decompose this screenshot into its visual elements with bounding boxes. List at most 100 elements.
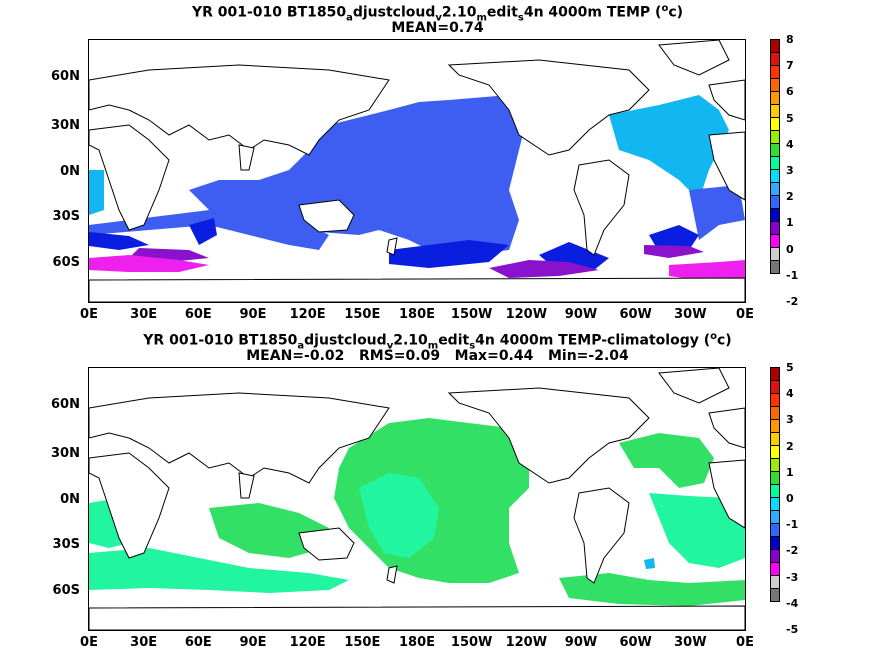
p2-xtick-5: 150E [344,635,381,650]
p1-cbar-label-9: -1 [786,268,799,282]
land-europe-right [708,79,745,121]
field-south-purple-2 [489,260,599,278]
land-nz [386,237,398,256]
field-atlantic-cyan [609,95,729,200]
panel1-subtitle: MEAN=0.74 [391,20,484,36]
land2-north-america [447,387,650,484]
panel1-title: YR 001-010 BT1850adjustcloudv2.10medits4… [191,3,684,24]
field-south-magenta-2 [669,260,745,280]
field-south-purple-3 [644,245,704,258]
land2-eurasia [89,392,390,484]
p2-xtick-9: 90W [564,635,598,650]
land2-antarctica [89,605,745,630]
anom-pacific-mint [359,473,439,558]
p1-cbar-label-6: 2 [786,190,794,204]
landmasses-1 [89,40,745,302]
land-south-america [573,159,630,256]
p1-xtick-2: 60E [184,307,212,322]
p2-xtick-7: 150W [450,635,493,650]
p2-ytick-60s: 60S [52,583,80,598]
field-south-darkblue-5 [649,225,699,252]
land2-nz [386,565,398,584]
land2-australia [298,527,355,561]
p2-xtick-3: 90E [239,635,267,650]
land-australia [298,199,355,233]
land2-greenland [658,368,730,404]
p1-ytick-30s: 30S [52,209,80,224]
anom-south-green-2 [559,573,745,606]
field-south-darkblue-3 [389,240,509,268]
panel2-subtitle: MEAN=-0.02 RMS=0.09 Max=0.44 Min=-2.04 [246,348,629,364]
p1-xtick-12: 0E [736,307,754,322]
field-south-magenta-1 [89,255,209,272]
panel2-title: YR 001-010 BT1850adjustcloudv2.10medits4… [143,331,732,352]
p2-cbar-label-2: 3 [786,413,794,427]
p2-ytick-60n: 60N [51,397,80,412]
field-west-cyan [89,170,104,215]
land2-europe-right [708,407,745,449]
p1-ytick-60n: 60N [51,69,80,84]
p2-xtick-8: 120W [505,635,548,650]
p1-cbar-label-2: 6 [786,85,794,99]
p1-xtick-9: 90W [564,307,598,322]
p1-cbar-label-7: 1 [786,216,794,230]
map-2-svg [89,368,745,630]
p2-cbar-label-1: 4 [786,387,794,401]
field-pacific-blue [189,95,529,255]
map-1-svg [89,40,745,302]
p2-xtick-0: 0E [80,635,98,650]
anom-spot-cyan [644,558,655,569]
p2-cbar-label-9: -4 [786,596,799,610]
anom-atlantic-green [619,433,714,488]
p2-cbar-label-7: -2 [786,544,799,558]
anom-atlantic-mint [649,493,745,568]
landmasses-2 [89,368,745,630]
p1-xtick-5: 150E [344,307,381,322]
field-south-darkblue-2 [189,218,217,245]
p1-xtick-7: 150W [450,307,493,322]
p1-ytick-60s: 60S [52,255,80,270]
p1-cbar-label-3: 5 [786,111,794,125]
p1-ytick-0n: 0N [60,164,80,179]
land-eurasia [89,64,390,156]
p2-cbar-label-5: 0 [786,492,794,505]
p1-xtick-8: 120W [505,307,548,322]
p2-xtick-6: 180E [398,635,436,650]
p2-xtick-1: 30E [130,635,158,650]
field-atlantic-blue [689,185,745,240]
p2-ytick-30s: 30S [52,537,80,552]
p2-xtick-11: 30W [674,635,707,650]
p1-cbar-label-0: 8 [786,33,794,46]
p2-cbar-label-4: 1 [786,465,794,479]
land-greenland [658,40,730,76]
p1-xtick-6: 180E [398,307,436,322]
map-panel-1 [88,39,746,303]
p2-xtick-4: 120E [289,635,326,650]
p2-ytick-0n: 0N [60,492,80,507]
p2-xtick-12: 0E [736,635,754,650]
p2-xtick-2: 60E [184,635,212,650]
p1-xtick-3: 90E [239,307,267,322]
land-india [238,144,255,171]
p1-xtick-10: 60W [619,307,652,322]
land2-south-america [573,487,630,584]
p1-ytick-30n: 30N [51,118,80,133]
p1-xtick-11: 30W [674,307,707,322]
p2-cbar-label-10: -5 [786,623,799,636]
p2-xtick-10: 60W [619,635,652,650]
p2-cbar-label-3: 2 [786,439,794,453]
p2-cbar-label-0: 5 [786,361,794,374]
p2-cbar-label-6: -1 [786,518,799,532]
anom-indian-green [209,503,329,558]
land2-africa-right [708,459,745,529]
p1-cbar-label-5: 3 [786,164,794,177]
land-africa-right [708,131,745,201]
map-panel-2 [88,367,746,631]
p1-xtick-0: 0E [80,307,98,322]
colorbar-1 [770,39,780,274]
anom-south-mint [89,548,349,593]
land-north-america [447,59,650,156]
p1-cbar-label-1: 7 [786,59,794,73]
p1-cbar-label-10: -2 [786,295,799,308]
land2-africa [89,452,170,559]
